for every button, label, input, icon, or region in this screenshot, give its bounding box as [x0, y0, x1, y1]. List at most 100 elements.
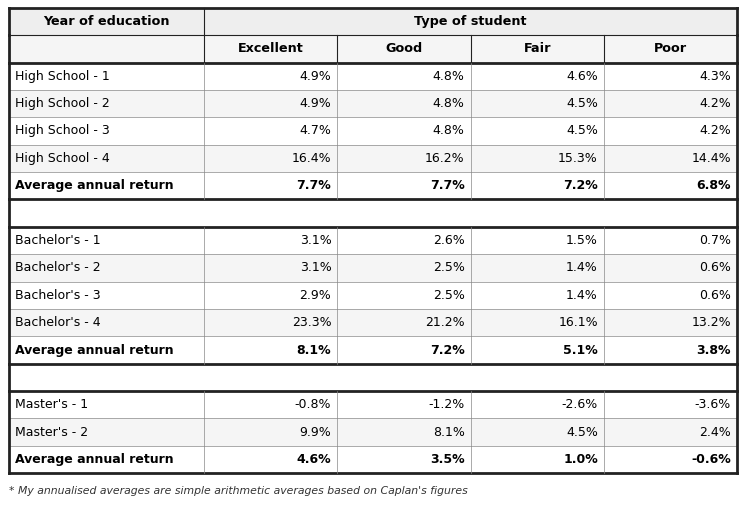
Text: 0.6%: 0.6%	[699, 262, 731, 275]
Text: 4.2%: 4.2%	[699, 124, 731, 137]
Bar	[204, 419, 337, 446]
Text: Bachelor's - 3: Bachelor's - 3	[15, 289, 101, 302]
Bar	[9, 254, 204, 281]
Text: 3.1%: 3.1%	[300, 234, 331, 247]
Text: High School - 3: High School - 3	[15, 124, 110, 137]
Bar	[604, 62, 737, 90]
Bar	[9, 118, 204, 145]
Bar	[9, 227, 204, 254]
Bar	[337, 90, 471, 118]
Text: -0.6%: -0.6%	[692, 453, 731, 466]
Text: Master's - 1: Master's - 1	[15, 398, 88, 411]
Text: 4.9%: 4.9%	[300, 70, 331, 83]
Text: 3.8%: 3.8%	[697, 344, 731, 357]
Bar	[604, 227, 737, 254]
Text: 7.2%: 7.2%	[563, 179, 598, 192]
Bar	[204, 8, 737, 35]
Bar	[204, 446, 337, 473]
Bar	[604, 90, 737, 118]
Text: High School - 4: High School - 4	[15, 152, 110, 165]
Text: 4.6%: 4.6%	[566, 70, 598, 83]
Text: -2.6%: -2.6%	[562, 398, 598, 411]
Bar	[471, 118, 604, 145]
Text: 2.6%: 2.6%	[433, 234, 465, 247]
Text: 2.9%: 2.9%	[300, 289, 331, 302]
Text: Average annual return: Average annual return	[15, 344, 174, 357]
Bar	[337, 391, 471, 419]
Text: 4.2%: 4.2%	[699, 97, 731, 110]
Text: Fair: Fair	[524, 42, 551, 55]
Bar	[204, 227, 337, 254]
Bar	[604, 446, 737, 473]
Bar	[204, 336, 337, 363]
Bar	[337, 172, 471, 200]
Bar	[204, 90, 337, 118]
Text: 7.7%: 7.7%	[430, 179, 465, 192]
Bar	[604, 254, 737, 281]
Bar	[604, 118, 737, 145]
Text: Master's - 2: Master's - 2	[15, 426, 88, 439]
Bar	[337, 309, 471, 336]
Bar	[204, 309, 337, 336]
Bar	[9, 391, 204, 419]
Text: 6.8%: 6.8%	[697, 179, 731, 192]
Bar	[604, 172, 737, 200]
Text: Average annual return: Average annual return	[15, 179, 174, 192]
Bar	[471, 172, 604, 200]
Text: 4.8%: 4.8%	[433, 70, 465, 83]
Text: 14.4%: 14.4%	[692, 152, 731, 165]
Bar	[204, 145, 337, 172]
Bar	[471, 62, 604, 90]
Text: 23.3%: 23.3%	[292, 316, 331, 329]
Bar	[337, 145, 471, 172]
Bar	[604, 35, 737, 62]
Text: 4.8%: 4.8%	[433, 124, 465, 137]
Text: 16.2%: 16.2%	[425, 152, 465, 165]
Bar	[471, 309, 604, 336]
Bar	[471, 90, 604, 118]
Text: 4.5%: 4.5%	[566, 97, 598, 110]
Text: 4.8%: 4.8%	[433, 97, 465, 110]
Bar	[9, 446, 204, 473]
Bar	[471, 145, 604, 172]
Text: 9.9%: 9.9%	[300, 426, 331, 439]
Bar	[337, 336, 471, 363]
Text: Bachelor's - 1: Bachelor's - 1	[15, 234, 101, 247]
Text: 13.2%: 13.2%	[692, 316, 731, 329]
Bar	[204, 391, 337, 419]
Text: 7.2%: 7.2%	[430, 344, 465, 357]
Bar	[9, 309, 204, 336]
Bar	[337, 419, 471, 446]
Bar	[471, 281, 604, 309]
Bar	[9, 90, 204, 118]
Text: Bachelor's - 2: Bachelor's - 2	[15, 262, 101, 275]
Text: Year of education: Year of education	[43, 15, 170, 28]
Bar	[471, 419, 604, 446]
Bar	[9, 35, 204, 62]
Text: 4.5%: 4.5%	[566, 426, 598, 439]
Text: 8.1%: 8.1%	[297, 344, 331, 357]
Text: 7.7%: 7.7%	[297, 179, 331, 192]
Text: 1.4%: 1.4%	[566, 262, 598, 275]
Bar	[604, 419, 737, 446]
Bar	[471, 446, 604, 473]
Bar	[471, 35, 604, 62]
Text: 16.1%: 16.1%	[558, 316, 598, 329]
Bar	[604, 145, 737, 172]
Text: 4.3%: 4.3%	[699, 70, 731, 83]
Text: 4.6%: 4.6%	[297, 453, 331, 466]
Bar	[204, 254, 337, 281]
Bar	[337, 118, 471, 145]
Text: 1.0%: 1.0%	[563, 453, 598, 466]
Text: Type of student: Type of student	[414, 15, 527, 28]
Text: Bachelor's - 4: Bachelor's - 4	[15, 316, 101, 329]
Bar	[204, 281, 337, 309]
Bar	[204, 62, 337, 90]
Text: 8.1%: 8.1%	[433, 426, 465, 439]
Text: -1.2%: -1.2%	[428, 398, 465, 411]
Text: Good: Good	[386, 42, 422, 55]
Text: High School - 2: High School - 2	[15, 97, 110, 110]
Text: 2.5%: 2.5%	[433, 262, 465, 275]
Text: -3.6%: -3.6%	[695, 398, 731, 411]
Bar	[604, 391, 737, 419]
